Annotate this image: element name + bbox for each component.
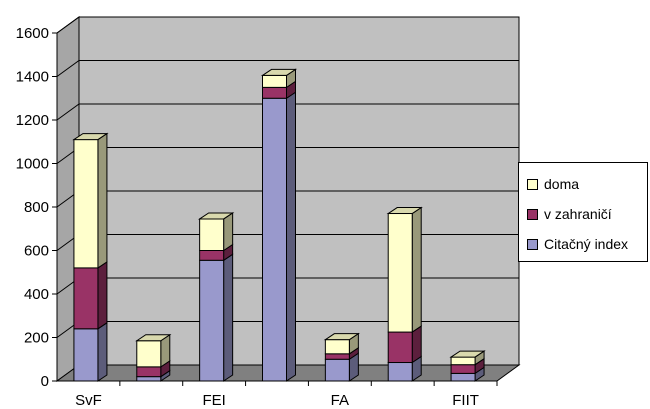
- bar-segment: [450, 364, 476, 374]
- legend-item-citacny-index: Citačný index: [527, 234, 628, 254]
- bar-top-face: [135, 334, 172, 342]
- bar-segment: [262, 86, 287, 99]
- bar-segment: [450, 372, 476, 382]
- bar-top-face: [197, 212, 235, 220]
- y-tick-label: 0: [41, 373, 49, 390]
- bar-top-face: [72, 133, 109, 141]
- bar-segment: [387, 331, 413, 364]
- gridline: [56, 103, 519, 121]
- bar-segment: [73, 328, 99, 382]
- bar-segment: [199, 218, 225, 251]
- bar-segment: [324, 339, 350, 355]
- y-tick-label: 1400: [16, 69, 49, 86]
- y-tick-label: 1000: [16, 156, 49, 173]
- y-tick-label: 1200: [16, 112, 49, 129]
- gridline: [56, 60, 519, 77]
- bar-top-face: [323, 333, 361, 341]
- bar-segment: [324, 358, 350, 382]
- x-axis: SvF FEI FA FIIT: [57, 380, 498, 409]
- legend: doma v zahraničí Citačný index: [518, 162, 648, 262]
- bar-segment: [136, 376, 162, 382]
- gridline: [56, 16, 519, 34]
- y-tick-label: 1600: [16, 25, 49, 42]
- bar-segment-side: [97, 132, 108, 269]
- x-category-label: FIIT: [452, 392, 479, 409]
- bar-segment: [387, 213, 413, 333]
- legend-swatch-doma: [527, 178, 538, 190]
- bar-top-face: [260, 68, 298, 76]
- bar-segment: [199, 259, 225, 382]
- bar-segment: [450, 356, 476, 366]
- bar-segment: [387, 362, 413, 382]
- bar-segment: [73, 139, 99, 269]
- bar-segment: [262, 97, 287, 382]
- bar-segment: [136, 366, 162, 378]
- legend-label-citacny-index: Citačný index: [544, 236, 629, 252]
- legend-swatch-v-zahranici: [527, 208, 538, 220]
- bar-segment-side: [223, 253, 234, 382]
- y-tick-label: 200: [24, 330, 49, 347]
- y-axis: 0 200 400 600 800 1000 1200 1400 1600: [16, 25, 58, 390]
- legend-swatch-citacny-index: [527, 238, 538, 250]
- bar-segment: [136, 340, 162, 368]
- bar-segment-side: [286, 91, 296, 382]
- y-tick-label: 400: [24, 286, 49, 303]
- bar-segment-side: [97, 321, 108, 382]
- bar-segment-side: [411, 206, 422, 333]
- bar-top-face: [449, 350, 486, 358]
- bar-top-face: [386, 207, 423, 215]
- y-tick-label: 800: [24, 199, 49, 216]
- bar-segment-side: [97, 260, 108, 330]
- legend-label-doma: doma: [544, 176, 580, 192]
- bar-segment: [199, 250, 225, 261]
- bar-segment: [73, 267, 99, 330]
- y-tick-label: 600: [24, 243, 49, 260]
- x-category-label: FEI: [202, 392, 225, 409]
- bar-segment: [262, 74, 287, 88]
- x-category-label: FA: [331, 392, 349, 409]
- legend-label-v-zahranici: v zahraničí: [544, 206, 612, 222]
- x-category-label: SvF: [75, 392, 102, 409]
- legend-item-doma: doma: [527, 174, 579, 194]
- legend-item-v-zahranici: v zahraničí: [527, 204, 612, 224]
- bar-segment: [324, 353, 350, 360]
